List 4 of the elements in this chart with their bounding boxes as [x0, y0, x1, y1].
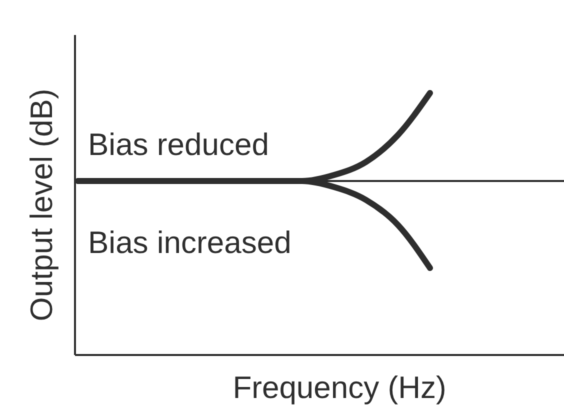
series-label: Bias increased: [88, 225, 292, 260]
y-axis-title: Output level (dB): [24, 88, 59, 322]
x-axis-title: Frequency (Hz): [232, 370, 446, 405]
series-label: Bias reduced: [88, 127, 269, 162]
